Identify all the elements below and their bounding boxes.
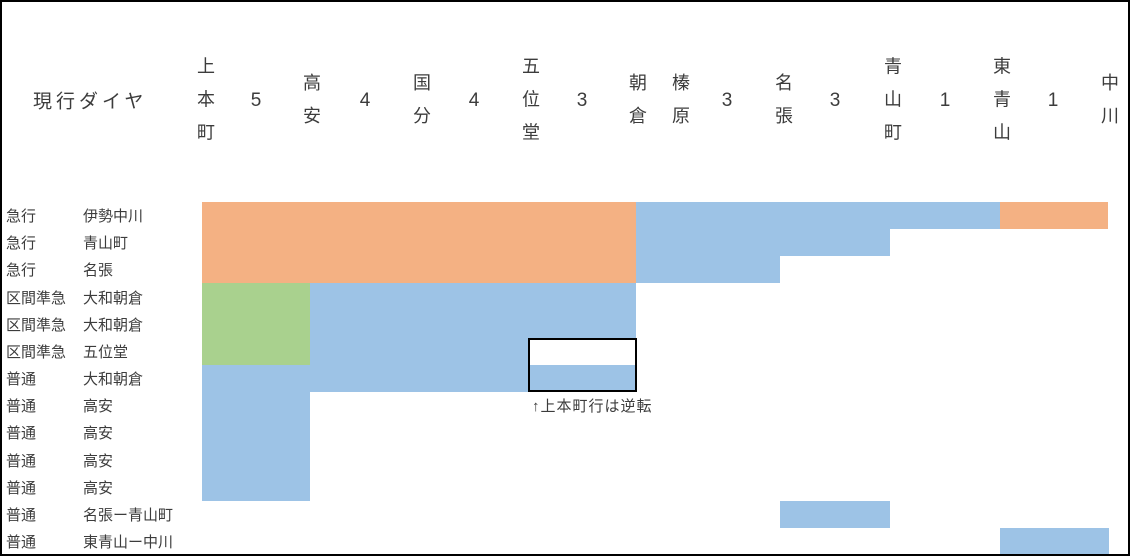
station-label: 中 川 xyxy=(1101,73,1119,126)
train-type-label: 普通 xyxy=(6,534,37,551)
service-bar-blue xyxy=(636,229,890,256)
train-type-label: 普通 xyxy=(6,425,37,442)
service-bar-blue xyxy=(636,202,1000,229)
reversal-annotation: ↑上本町行は逆転 xyxy=(532,398,653,415)
segment-count-label: 4 xyxy=(359,90,371,111)
service-bar-blue xyxy=(310,311,636,338)
service-bar-green xyxy=(202,311,310,338)
train-type-label: 区間準急 xyxy=(6,317,67,334)
destination-label: 高安 xyxy=(83,425,114,442)
station-label: 国 分 xyxy=(413,73,431,126)
station-label: 名 張 xyxy=(775,73,793,126)
destination-label: 名張 xyxy=(83,262,114,279)
segment-count-label: 1 xyxy=(939,90,951,111)
destination-label: 大和朝倉 xyxy=(83,317,144,334)
station-label: 上 本 町 xyxy=(197,56,215,143)
destination-label: 名張ー青山町 xyxy=(83,507,174,524)
service-bar-orange xyxy=(202,256,636,283)
diagram-title: 現行ダイヤ xyxy=(33,91,148,113)
destination-label: 伊勢中川 xyxy=(83,208,144,225)
service-bar-green xyxy=(202,283,310,311)
service-bar-green xyxy=(202,338,310,365)
train-type-label: 急行 xyxy=(6,235,37,252)
train-type-label: 急行 xyxy=(6,208,37,225)
train-type-label: 普通 xyxy=(6,507,37,524)
train-type-label: 普通 xyxy=(6,452,37,470)
service-bar-blue xyxy=(202,474,310,501)
train-type-label: 普通 xyxy=(6,398,37,415)
segment-count-label: 5 xyxy=(250,90,262,111)
train-type-label: 急行 xyxy=(6,262,37,279)
station-label: 高 安 xyxy=(303,73,321,126)
service-bar-blue xyxy=(780,501,890,528)
highlight-cell-box xyxy=(528,338,637,392)
destination-label: 青山町 xyxy=(83,235,129,252)
service-bar-orange xyxy=(202,202,636,229)
station-label: 青 山 町 xyxy=(884,56,902,143)
segment-count-label: 3 xyxy=(829,90,841,111)
service-bar-blue xyxy=(310,283,636,311)
service-bar-blue xyxy=(202,419,310,446)
station-label: 東 青 山 xyxy=(993,56,1011,143)
segment-count-label: 3 xyxy=(721,90,733,111)
destination-label: 大和朝倉 xyxy=(83,371,144,388)
service-bar-blue xyxy=(202,392,310,419)
service-bar-blue xyxy=(202,446,310,474)
service-bar-orange xyxy=(1000,202,1108,229)
destination-label: 大和朝倉 xyxy=(83,289,144,307)
destination-label: 高安 xyxy=(83,398,114,415)
destination-label: 高安 xyxy=(83,480,114,497)
train-type-label: 区間準急 xyxy=(6,344,67,361)
train-type-label: 区間準急 xyxy=(6,289,67,307)
destination-label: 東青山ー中川 xyxy=(83,534,174,551)
destination-label: 高安 xyxy=(83,452,114,470)
train-type-label: 普通 xyxy=(6,480,37,497)
segment-count-label: 4 xyxy=(468,90,480,111)
service-bar-blue xyxy=(636,256,780,283)
segment-count-label: 1 xyxy=(1047,90,1059,111)
service-bar-blue xyxy=(310,338,528,365)
station-label: 榛 原 xyxy=(672,73,690,126)
station-label: 五 位 堂 xyxy=(522,56,540,143)
service-bar-blue xyxy=(202,365,637,392)
segment-count-label: 3 xyxy=(576,90,588,111)
destination-label: 五位堂 xyxy=(83,344,129,361)
service-bar-blue xyxy=(1000,528,1109,555)
station-label: 朝 倉 xyxy=(629,73,647,126)
train-type-label: 普通 xyxy=(6,371,37,388)
service-bar-orange xyxy=(202,229,636,256)
